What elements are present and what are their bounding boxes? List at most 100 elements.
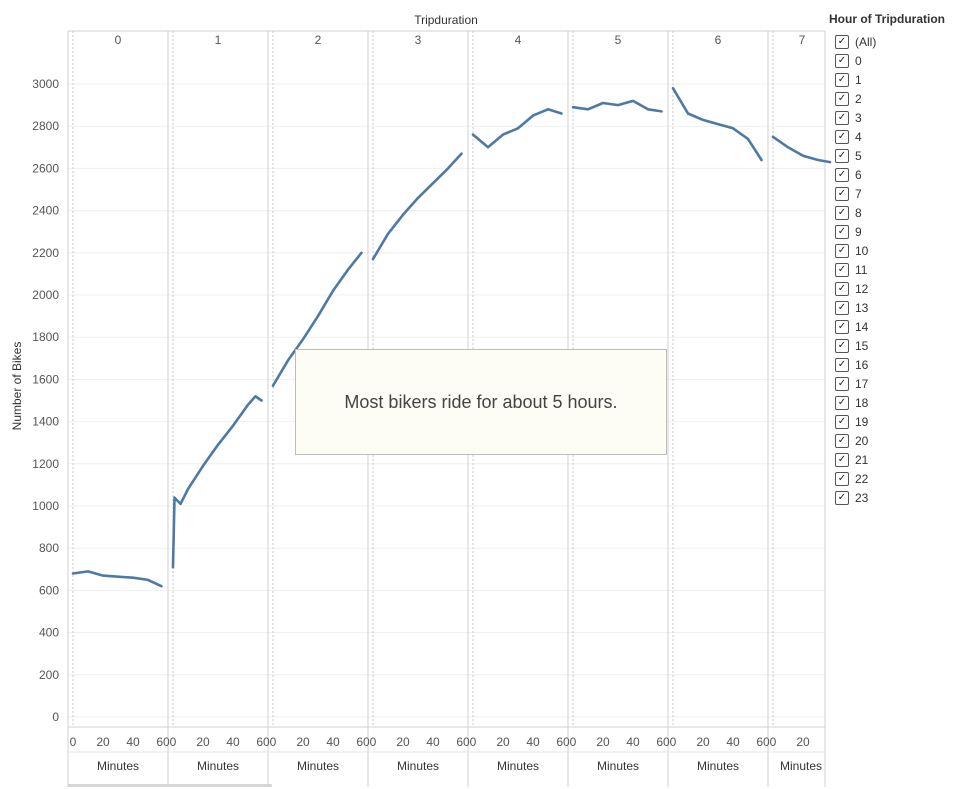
x-tick-label: 60 xyxy=(156,735,170,749)
legend-item[interactable]: ✓ (All) xyxy=(829,32,963,51)
legend-item[interactable]: ✓ 15 xyxy=(829,336,963,355)
legend-item-label: 9 xyxy=(855,224,862,239)
legend-item[interactable]: ✓ 8 xyxy=(829,203,963,222)
legend-item[interactable]: ✓ 3 xyxy=(829,108,963,127)
checkbox-checked-icon[interactable]: ✓ xyxy=(835,205,849,220)
checkbox-checked-icon[interactable]: ✓ xyxy=(835,72,849,87)
checkbox-checked-icon[interactable]: ✓ xyxy=(835,110,849,125)
legend-item[interactable]: ✓ 23 xyxy=(829,488,963,507)
x-tick-label: 0 xyxy=(170,735,177,749)
panel-header-6: 6 xyxy=(715,33,722,47)
series-line-panel-2 xyxy=(271,251,363,388)
panel-header-1: 1 xyxy=(215,33,222,47)
legend-item-label: 11 xyxy=(855,262,868,277)
legend-item-label: 14 xyxy=(855,319,869,334)
x-tick-label: 40 xyxy=(526,735,540,749)
checkbox-checked-icon[interactable]: ✓ xyxy=(835,281,849,296)
legend-item[interactable]: ✓ 1 xyxy=(829,70,963,89)
checkbox-checked-icon[interactable]: ✓ xyxy=(835,319,849,334)
checkbox-checked-icon[interactable]: ✓ xyxy=(835,224,849,239)
legend-item[interactable]: ✓ 18 xyxy=(829,393,963,412)
y-tick-label: 2200 xyxy=(32,246,59,260)
legend-item-label: 12 xyxy=(855,281,869,296)
legend-item-label: 0 xyxy=(855,53,862,68)
checkbox-checked-icon[interactable]: ✓ xyxy=(835,34,849,49)
x-axis-label: Minutes xyxy=(597,759,639,773)
legend-item-label: 15 xyxy=(855,338,869,353)
x-tick-label: 0 xyxy=(570,735,577,749)
checkbox-checked-icon[interactable]: ✓ xyxy=(835,148,849,163)
x-axis-label: Minutes xyxy=(97,759,139,773)
checkbox-checked-icon[interactable]: ✓ xyxy=(835,167,849,182)
checkbox-checked-icon[interactable]: ✓ xyxy=(835,452,849,467)
legend-item-label: 1 xyxy=(855,72,862,87)
checkbox-checked-icon[interactable]: ✓ xyxy=(835,357,849,372)
checkbox-checked-icon[interactable]: ✓ xyxy=(835,433,849,448)
legend-item-label: 10 xyxy=(855,243,869,258)
y-tick-label: 3000 xyxy=(32,77,59,91)
legend-title: Hour of Tripduration xyxy=(829,12,945,26)
checkbox-checked-icon[interactable]: ✓ xyxy=(835,395,849,410)
x-tick-label: 40 xyxy=(726,735,740,749)
y-tick-label: 1400 xyxy=(32,415,59,429)
legend-item[interactable]: ✓ 12 xyxy=(829,279,963,298)
legend-item[interactable]: ✓ 13 xyxy=(829,298,963,317)
legend-item[interactable]: ✓ 19 xyxy=(829,412,963,431)
y-tick-label: 1600 xyxy=(32,372,59,386)
legend-item[interactable]: ✓ 10 xyxy=(829,241,963,260)
legend-item-label: 16 xyxy=(855,357,869,372)
x-tick-label: 20 xyxy=(496,735,510,749)
legend-item-label: 18 xyxy=(855,395,869,410)
legend-item-label: 8 xyxy=(855,205,862,220)
y-axis-title: Number of Bikes xyxy=(10,342,24,431)
checkbox-checked-icon[interactable]: ✓ xyxy=(835,262,849,277)
hour-filter-legend: Hour of Tripduration ✓ (All) ✓ 0 ✓ 1 ✓ 2 ✓ 3 ✓ 4 ✓ 5 ✓… xyxy=(829,12,963,507)
checkbox-checked-icon[interactable]: ✓ xyxy=(835,414,849,429)
checkbox-checked-icon[interactable]: ✓ xyxy=(835,243,849,258)
series-line-panel-5 xyxy=(571,99,663,113)
annotation-box: Most bikers ride for about 5 hours. xyxy=(295,349,667,455)
legend-item[interactable]: ✓ 6 xyxy=(829,165,963,184)
legend-item-label: 4 xyxy=(855,129,862,144)
checkbox-checked-icon[interactable]: ✓ xyxy=(835,186,849,201)
y-tick-label: 1800 xyxy=(32,330,59,344)
x-tick-label: 20 xyxy=(796,735,810,749)
legend-item[interactable]: ✓ 0 xyxy=(829,51,963,70)
checkbox-checked-icon[interactable]: ✓ xyxy=(835,129,849,144)
legend-item-label: 7 xyxy=(855,186,862,201)
legend-item-label: (All) xyxy=(855,34,877,49)
x-tick-label: 60 xyxy=(756,735,770,749)
x-axis-label: Minutes xyxy=(397,759,439,773)
legend-item-label: 19 xyxy=(855,414,869,429)
legend-item-label: 23 xyxy=(855,490,869,505)
x-tick-label: 0 xyxy=(770,735,777,749)
y-tick-label: 1000 xyxy=(32,499,59,513)
legend-item[interactable]: ✓ 11 xyxy=(829,260,963,279)
checkbox-checked-icon[interactable]: ✓ xyxy=(835,376,849,391)
x-tick-label: 60 xyxy=(556,735,570,749)
horizontal-scrollbar[interactable] xyxy=(68,784,272,787)
checkbox-checked-icon[interactable]: ✓ xyxy=(835,53,849,68)
legend-item[interactable]: ✓ 16 xyxy=(829,355,963,374)
legend-item[interactable]: ✓ 5 xyxy=(829,146,963,165)
x-axis-label: Minutes xyxy=(697,759,739,773)
legend-item[interactable]: ✓ 17 xyxy=(829,374,963,393)
legend-item[interactable]: ✓ 21 xyxy=(829,450,963,469)
legend-items: ✓ (All) ✓ 0 ✓ 1 ✓ 2 ✓ 3 ✓ 4 ✓ 5 ✓ 6 ✓ 7 ✓ 8 ✓ 9 ✓ 10 ✓ 11 ✓ 12 ✓ 13 ✓ 1… xyxy=(829,32,963,507)
legend-item[interactable]: ✓ 7 xyxy=(829,184,963,203)
checkbox-checked-icon[interactable]: ✓ xyxy=(835,300,849,315)
checkbox-checked-icon[interactable]: ✓ xyxy=(835,338,849,353)
y-tick-label: 800 xyxy=(39,541,59,555)
legend-item[interactable]: ✓ 20 xyxy=(829,431,963,450)
checkbox-checked-icon[interactable]: ✓ xyxy=(835,471,849,486)
legend-item[interactable]: ✓ 22 xyxy=(829,469,963,488)
x-tick-label: 60 xyxy=(656,735,670,749)
legend-item[interactable]: ✓ 14 xyxy=(829,317,963,336)
legend-item[interactable]: ✓ 9 xyxy=(829,222,963,241)
legend-item[interactable]: ✓ 4 xyxy=(829,127,963,146)
checkbox-checked-icon[interactable]: ✓ xyxy=(835,490,849,505)
x-tick-label: 20 xyxy=(396,735,410,749)
y-tick-label: 200 xyxy=(39,668,59,682)
legend-item[interactable]: ✓ 2 xyxy=(829,89,963,108)
checkbox-checked-icon[interactable]: ✓ xyxy=(835,91,849,106)
